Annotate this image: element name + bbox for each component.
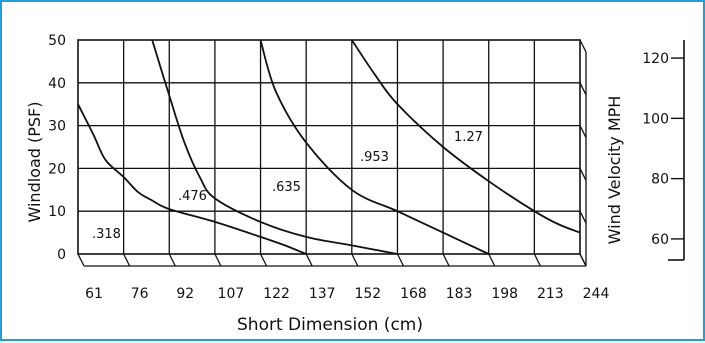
annotation-635: .635 <box>272 180 301 195</box>
y2-tick-label: 100 <box>642 111 669 127</box>
floor-depth-line <box>533 253 541 267</box>
side-depth-line <box>579 210 587 224</box>
y2-axis-title: Wind Velocity MPH <box>605 96 624 245</box>
plot-border <box>77 39 581 255</box>
y-tick-label: 20 <box>48 161 66 177</box>
chart-curves <box>77 39 581 255</box>
x-tick-label: 92 <box>176 286 194 302</box>
floor-depth-line <box>488 253 496 267</box>
x-tick-label: 107 <box>218 286 245 302</box>
chart-3d-depth <box>77 39 587 267</box>
floor-depth-line <box>168 253 176 267</box>
y-axis-title: Windload (PSF) <box>25 102 44 223</box>
y-tick-label: 30 <box>48 119 66 135</box>
y-axis-tick-labels: 0 10 20 30 40 50 <box>48 33 66 263</box>
annotation-476: .476 <box>178 189 207 204</box>
annotation-318: .318 <box>92 227 121 242</box>
x-tick-label: 76 <box>131 286 149 302</box>
annotation-127: 1.27 <box>454 130 483 145</box>
x-tick-label: 213 <box>537 286 564 302</box>
floor-depth-line <box>396 253 405 267</box>
y-tick-label: 10 <box>48 204 66 220</box>
x-axis-tick-labels: 61 76 92 107 122 137 152 168 183 198 213 244 <box>85 286 609 302</box>
x-tick-label: 183 <box>446 286 473 302</box>
floor-depth-line <box>214 253 222 267</box>
x-tick-label: 198 <box>491 286 518 302</box>
floor-depth-line <box>77 253 85 267</box>
side-depth-line <box>579 168 587 181</box>
y2-tick-label: 120 <box>642 51 669 67</box>
floor-depth-line <box>123 253 131 267</box>
y2-tick-label: 60 <box>651 232 669 248</box>
curve-635 <box>259 39 490 255</box>
x-tick-label: 61 <box>85 286 103 302</box>
y2-tick-label: 80 <box>651 172 669 188</box>
side-depth-line <box>579 253 587 267</box>
x-tick-label: 137 <box>309 286 336 302</box>
side-depth-line <box>579 39 587 53</box>
floor-depth-line <box>351 253 359 267</box>
side-depth-line <box>579 125 587 138</box>
x-tick-label: 244 <box>583 286 610 302</box>
floor-depth-line <box>259 253 268 267</box>
x-axis-title: Short Dimension (cm) <box>237 315 423 335</box>
curve-953 <box>351 39 581 234</box>
wind-velocity-axis: 120 100 80 60 <box>642 40 685 261</box>
side-depth-line <box>579 82 587 96</box>
chart-grid <box>77 39 581 255</box>
annotation-953: .953 <box>360 150 389 165</box>
x-tick-label: 152 <box>354 286 381 302</box>
curve-318 <box>77 103 307 255</box>
y-tick-label: 50 <box>48 33 66 49</box>
x-tick-label: 122 <box>263 286 290 302</box>
curve-476 <box>151 39 398 255</box>
y-tick-label: 40 <box>48 76 66 92</box>
y-tick-label: 0 <box>57 247 66 263</box>
floor-depth-line <box>442 253 450 267</box>
x-tick-label: 168 <box>400 286 427 302</box>
floor-depth-line <box>305 253 313 267</box>
